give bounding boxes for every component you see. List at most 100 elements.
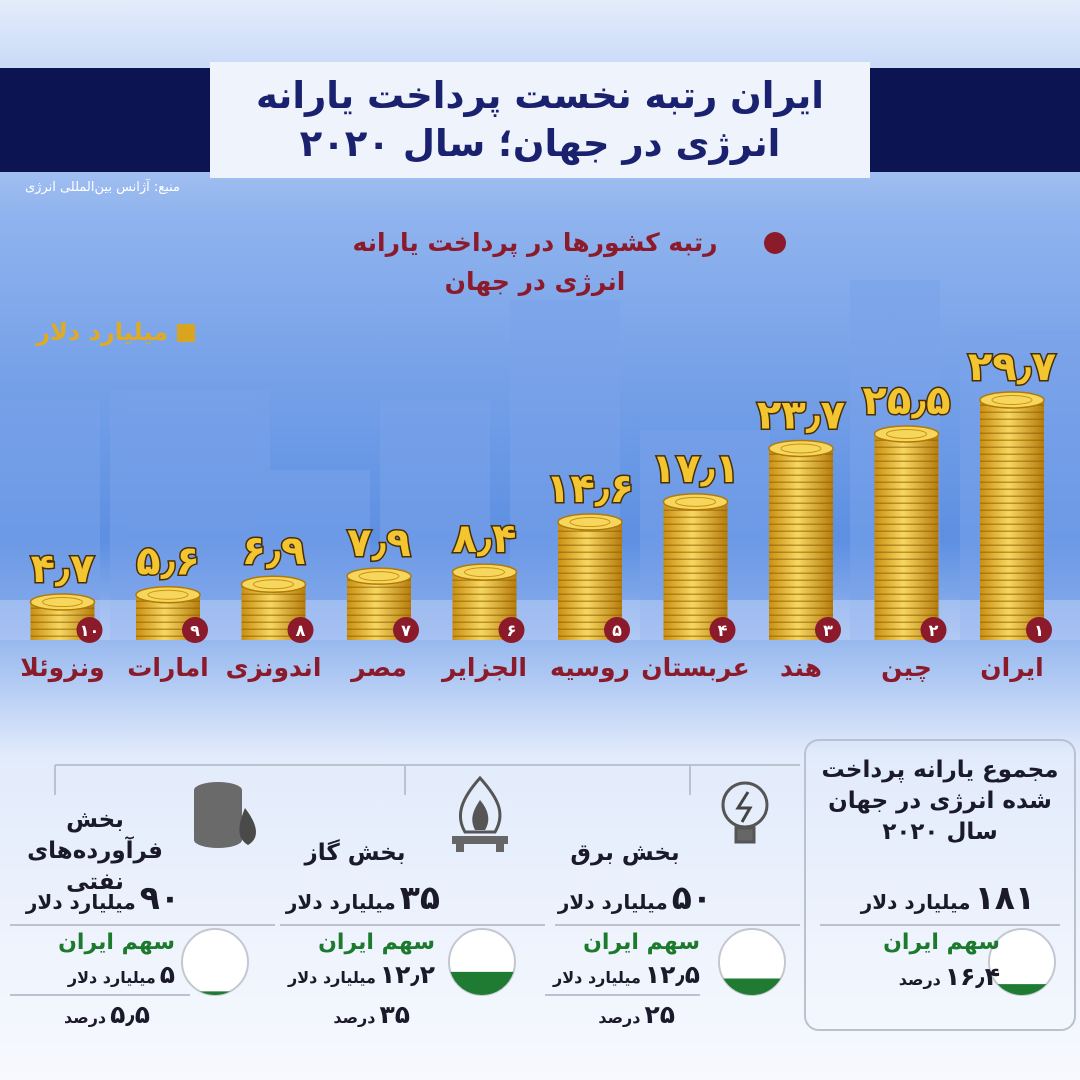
rank-label: ۸ <box>296 621 306 640</box>
rank-label: ۶ <box>507 621 517 640</box>
share-percent: ۲۵ <box>644 1000 675 1029</box>
rank-label: ۳ <box>823 621 833 640</box>
coin-top <box>451 563 518 581</box>
value-label: ۲۵٫۵ <box>862 378 950 424</box>
coin-top <box>979 391 1045 409</box>
category-label: چین <box>881 653 932 683</box>
coin-top-inner <box>147 589 189 600</box>
share-segment <box>723 978 781 995</box>
rank-marker <box>393 617 419 643</box>
value-label: ۵٫۶ <box>136 539 200 585</box>
percent-unit: درصد <box>898 970 941 989</box>
share-percent: ۳۵ <box>379 1000 410 1029</box>
panel-title: بخش فرآورده‌های نفتی <box>27 807 163 896</box>
rank-marker <box>1026 617 1052 643</box>
share-title: سهم ایران <box>58 930 175 955</box>
panel-row: ۱۶٫۴درصد <box>899 962 1000 991</box>
separators <box>10 739 1076 1031</box>
panel-row: ۱۸۱میلیارد دلار <box>861 878 1035 917</box>
header-block <box>870 68 1080 172</box>
coin-top-inner <box>991 395 1033 405</box>
category-label: ایران <box>980 653 1043 683</box>
coin-top <box>135 585 201 604</box>
rank-marker <box>76 617 103 643</box>
value-label: ۲۳٫۷ <box>757 392 845 438</box>
share-title: سهم ایران <box>318 930 435 955</box>
rank-marker <box>287 617 314 643</box>
coin-top <box>662 493 729 511</box>
coin-edges <box>663 501 728 640</box>
coin-top-inner <box>42 597 83 608</box>
rank-label: ۵ <box>612 621 622 640</box>
panel-row: ۵٫۵درصد <box>64 1000 150 1029</box>
rank-marker <box>182 617 208 643</box>
coin-top-inner <box>569 517 611 528</box>
value-label: ۱۷٫۱ <box>651 446 739 492</box>
percent-unit: درصد <box>64 1008 107 1027</box>
barrel-icon <box>194 782 256 848</box>
chart-title: ایران رتبه نخست پرداخت یارانه انرژی در ج… <box>255 73 824 165</box>
category-label: الجزایر <box>440 653 527 683</box>
value-label: ۲۹٫۷ <box>968 344 1056 390</box>
amount: ۹۰ <box>139 878 180 917</box>
share-amount: ۱۲٫۵ <box>644 960 700 989</box>
rank-marker <box>920 617 947 643</box>
category-label: روسیه <box>550 653 630 683</box>
amount: ۱۸۱ <box>974 878 1035 917</box>
value-label: ۶٫۹ <box>242 528 306 574</box>
coin-top-inner <box>675 496 716 507</box>
amount: ۳۵ <box>399 878 440 917</box>
share-segment <box>997 984 1047 996</box>
rank-marker <box>709 617 736 643</box>
share-unit: میلیارد دلار <box>67 968 156 987</box>
amount-unit: میلیارد دلار <box>25 890 136 914</box>
share-title: سهم ایران <box>583 930 700 955</box>
coin-top <box>346 567 412 585</box>
share-circle <box>181 928 249 996</box>
rank-label: ۱۰ <box>80 621 100 640</box>
amount: ۵۰ <box>671 878 712 917</box>
rank-marker <box>815 617 841 643</box>
amount-unit: میلیارد دلار <box>860 890 971 914</box>
panel-row: ۹۰میلیارد دلار <box>26 878 180 917</box>
coin-top <box>768 439 834 458</box>
coin-top-inner <box>464 567 505 578</box>
share-percent: ۱۶٫۴ <box>944 962 1000 991</box>
coin-top <box>557 513 623 531</box>
share-unit: میلیارد دلار <box>553 968 641 987</box>
gas-icon <box>452 775 508 852</box>
panel-title: مجموع یارانه پرداخت شده انرژی در جهان سا… <box>821 757 1059 846</box>
source: منبع: آژانس بین‌المللی انرژی <box>24 180 181 195</box>
value-label: ۸٫۴ <box>453 516 517 562</box>
category-label: عربستان <box>641 653 749 683</box>
legend-marker <box>764 232 786 254</box>
legend-marker <box>177 324 195 342</box>
coin-top-inner <box>253 579 294 590</box>
value-label: ۱۴٫۶ <box>546 466 634 512</box>
panel-title: بخش گاز <box>304 840 406 866</box>
coin-top <box>873 425 940 443</box>
percent-unit: درصد <box>333 1008 376 1027</box>
legend-label: میلیارد دلار <box>36 318 168 346</box>
amount-unit: میلیارد دلار <box>557 890 668 914</box>
share-percent: ۵٫۵ <box>110 1000 150 1029</box>
header-block <box>0 68 210 172</box>
category-label: مصر <box>349 653 407 683</box>
panel-row: ۲۵درصد <box>598 1000 675 1029</box>
rank-marker <box>604 617 630 643</box>
coin-edges <box>769 448 833 640</box>
category-label: اندونزی <box>226 653 322 683</box>
category-label: ونزوئلا <box>20 653 104 683</box>
rank-label: ۴ <box>718 621 728 640</box>
share-unit: میلیارد دلار <box>288 968 376 987</box>
title-strip <box>210 62 870 178</box>
category-label: امارات <box>127 653 209 682</box>
rank-label: ۱ <box>1034 621 1044 640</box>
coin-edges <box>874 433 939 640</box>
legend-label: رتبه کشورها در پرداخت یارانه انرژی در جه… <box>352 228 718 296</box>
panel-row: ۳۵میلیارد دلار <box>286 878 440 917</box>
panel-row: ۵میلیارد دلار <box>68 960 175 989</box>
amount-unit: میلیارد دلار <box>285 890 396 914</box>
